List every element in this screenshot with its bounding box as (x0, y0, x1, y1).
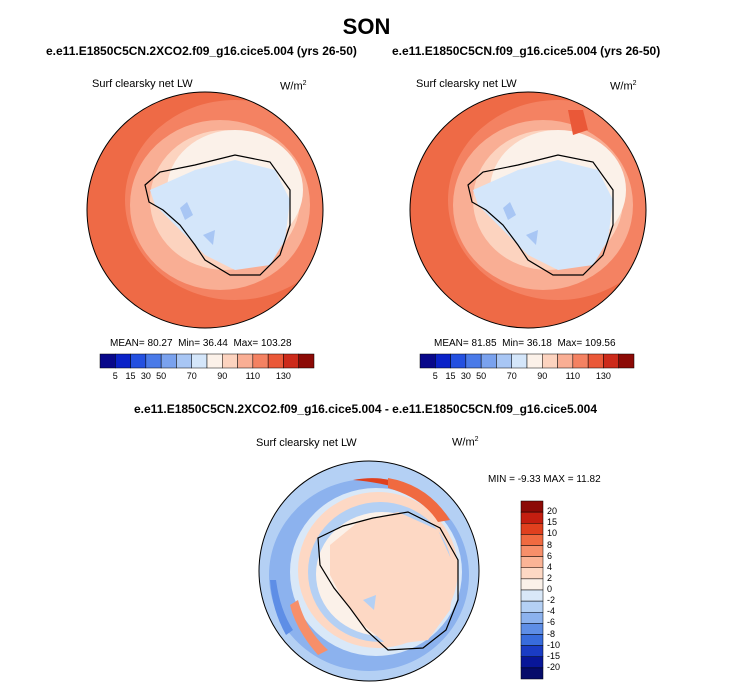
colorbar-tick-label: 2 (547, 572, 553, 583)
colorbar-tick-label: -15 (547, 650, 561, 661)
colorbar-swatch (480, 353, 497, 369)
panel2-polar-map (409, 91, 647, 329)
panel2-units: W/m2 (610, 80, 637, 93)
colorbar-swatch (572, 353, 589, 369)
colorbar-swatch (587, 353, 604, 369)
colorbar-tick-label: 110 (565, 371, 581, 381)
colorbar-tick-label: 70 (506, 371, 517, 381)
colorbar-swatch (465, 353, 482, 369)
season-title: SON (342, 14, 391, 39)
colorbar-swatch (435, 353, 451, 369)
colorbar-swatch (520, 534, 544, 546)
diff-colorbar (520, 500, 544, 680)
panel2-colorbar-ticks: 5 15 30 50 70 90 110 130 (420, 371, 634, 383)
colorbar-tick-label: 4 (547, 561, 553, 572)
panel1-colorbar (99, 353, 315, 369)
diff-units: W/m2 (452, 436, 479, 449)
panel1-case-title: e.e11.E1850C5CN.2XCO2.f09_g16.cice5.004 … (46, 44, 357, 58)
colorbar-swatch (520, 500, 544, 513)
diff-case-title: e.e11.E1850C5CN.2XCO2.f09_g16.cice5.004 … (134, 402, 597, 416)
colorbar-swatch (222, 353, 238, 369)
colorbar-swatch (176, 353, 192, 369)
colorbar-swatch (237, 353, 254, 369)
colorbar-swatch (520, 578, 544, 591)
colorbar-tick-label: -8 (547, 628, 556, 639)
colorbar-tick-label: 90 (537, 371, 548, 381)
colorbar-tick-label: 20 (547, 506, 558, 517)
colorbar-swatch (520, 656, 544, 669)
colorbar-tick-label: 15 (445, 371, 456, 381)
colorbar-tick-label: 30 (140, 371, 151, 381)
colorbar-tick-label: 30 (460, 371, 471, 381)
colorbar-swatch (496, 353, 512, 369)
colorbar-swatch (252, 353, 269, 369)
colorbar-swatch (206, 353, 223, 369)
colorbar-tick-label: 130 (275, 371, 291, 381)
diff-variable-label: Surf clearsky net LW (256, 437, 357, 449)
diff-minmax: MIN = -9.33 MAX = 11.82 (488, 474, 601, 485)
colorbar-tick-label: -10 (547, 639, 561, 650)
colorbar-swatch (520, 556, 544, 568)
colorbar-swatch (520, 511, 544, 524)
colorbar-swatch (520, 634, 544, 646)
colorbar-swatch (520, 600, 544, 613)
panel2-colorbar (419, 353, 635, 369)
panel1-variable-label: Surf clearsky net LW (92, 78, 193, 90)
colorbar-swatch (160, 353, 177, 369)
colorbar-tick-label: 15 (125, 371, 136, 381)
colorbar-swatch (526, 353, 543, 369)
colorbar-tick-label: 110 (245, 371, 261, 381)
colorbar-swatch (603, 353, 619, 369)
colorbar-swatch (520, 645, 544, 657)
colorbar-swatch (542, 353, 558, 369)
colorbar-tick-label: 5 (112, 371, 118, 381)
colorbar-tick-label: 15 (547, 517, 558, 528)
colorbar-swatch (520, 567, 544, 580)
colorbar-swatch (520, 589, 544, 602)
colorbar-swatch (520, 667, 544, 680)
colorbar-swatch (557, 353, 574, 369)
colorbar-swatch (267, 353, 284, 369)
colorbar-swatch (520, 523, 544, 535)
colorbar-tick-label: 6 (547, 550, 553, 561)
colorbar-tick-label: 50 (156, 371, 167, 381)
colorbar-swatch (191, 353, 208, 369)
colorbar-tick-label: 8 (547, 539, 553, 550)
colorbar-tick-label: 70 (186, 371, 197, 381)
panel1-units: W/m2 (280, 80, 307, 93)
colorbar-tick-label: -6 (547, 617, 556, 628)
colorbar-swatch (520, 623, 544, 635)
colorbar-tick-label: -4 (547, 606, 556, 617)
panel2-stats: MEAN= 81.85 Min= 36.18 Max= 109.56 (434, 338, 616, 349)
colorbar-tick-label: 130 (595, 371, 611, 381)
colorbar-swatch (145, 353, 162, 369)
panel1-colorbar-ticks: 5 15 30 50 70 90 110 130 (100, 371, 314, 383)
colorbar-swatch (618, 353, 635, 369)
colorbar-swatch (99, 353, 116, 369)
colorbar-swatch (130, 353, 147, 369)
colorbar-swatch (298, 353, 315, 369)
colorbar-swatch (419, 353, 436, 369)
colorbar-swatch (511, 353, 528, 369)
diff-colorbar-ticks: 20 15 10 8 6 4 2 0 -2 -4 -6 -8 -10 -15 -20 (547, 501, 577, 679)
colorbar-tick-label: 90 (217, 371, 228, 381)
colorbar-tick-label: 0 (547, 584, 553, 594)
colorbar-swatch (115, 353, 131, 369)
colorbar-tick-label: 10 (547, 528, 558, 539)
colorbar-tick-label: 50 (476, 371, 487, 381)
colorbar-tick-label: -2 (547, 595, 556, 606)
colorbar-tick-label: -20 (547, 661, 561, 672)
diff-polar-map (258, 460, 480, 682)
panel1-polar-map (86, 91, 324, 329)
panel1-stats: MEAN= 80.27 Min= 36.44 Max= 103.28 (110, 338, 292, 349)
colorbar-swatch (520, 545, 544, 557)
colorbar-tick-label: 5 (432, 371, 438, 381)
colorbar-swatch (283, 353, 299, 369)
panel2-case-title: e.e11.E1850C5CN.f09_g16.cice5.004 (yrs 2… (392, 44, 661, 58)
panel2-variable-label: Surf clearsky net LW (416, 78, 517, 90)
colorbar-swatch (520, 612, 544, 624)
colorbar-swatch (450, 353, 467, 369)
